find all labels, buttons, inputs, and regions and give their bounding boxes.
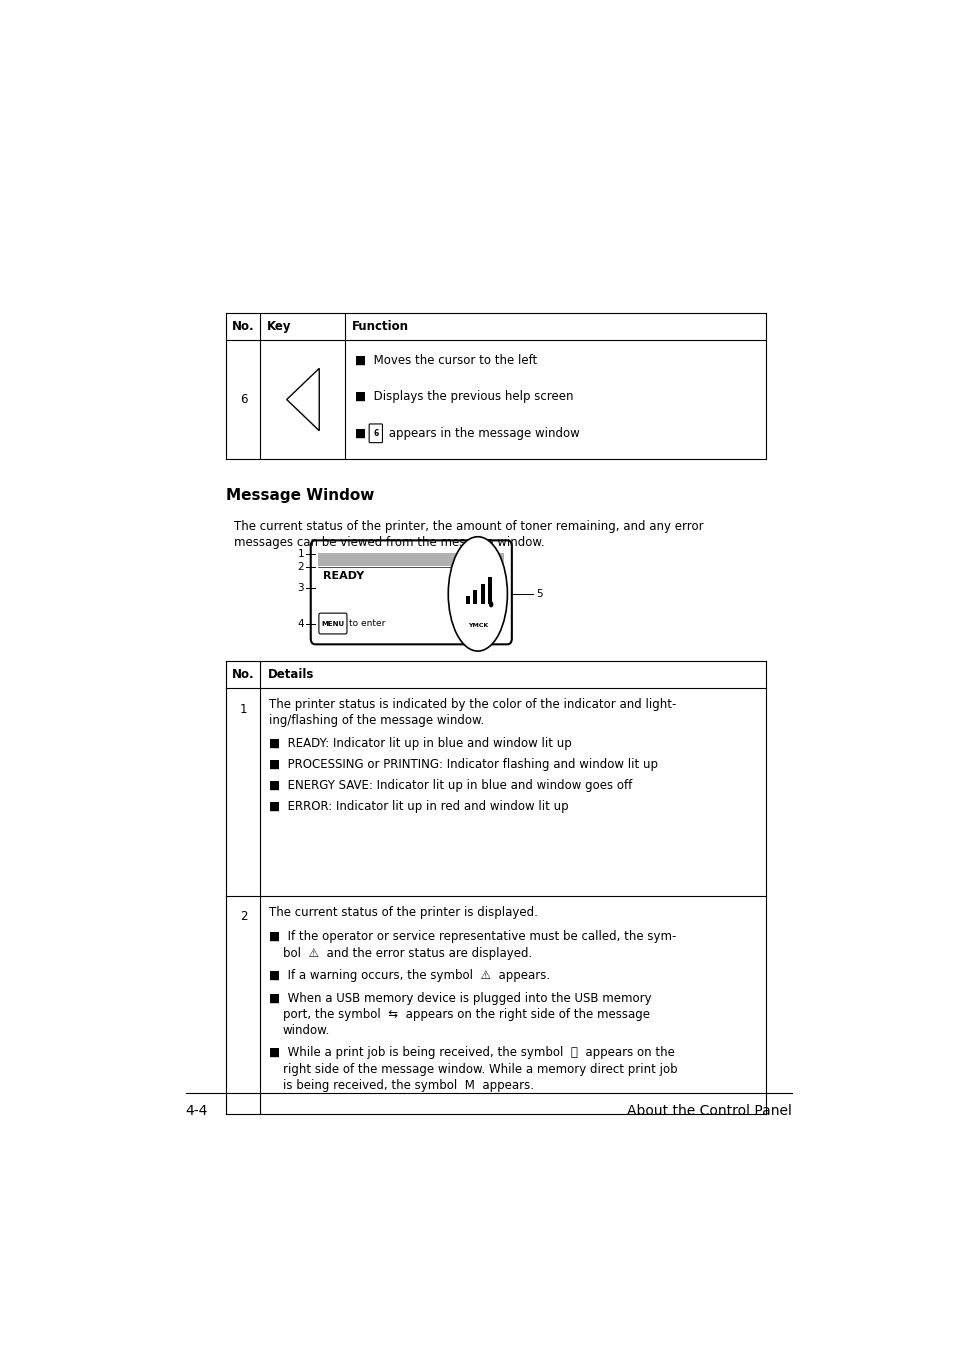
Text: port, the symbol  ⇆  appears on the right side of the message: port, the symbol ⇆ appears on the right … [282,1008,649,1021]
Text: The current status of the printer, the amount of toner remaining, and any error: The current status of the printer, the a… [233,520,702,533]
Text: 1: 1 [239,702,247,716]
Bar [480,583,484,605]
Text: ■  ERROR: Indicator lit up in red and window lit up: ■ ERROR: Indicator lit up in red and win… [269,801,568,813]
Text: ■  ENERGY SAVE: Indicator lit up in blue and window goes off: ■ ENERGY SAVE: Indicator lit up in blue … [269,779,632,792]
Text: About the Control Panel: About the Control Panel [626,1104,791,1118]
Text: ■  Moves the cursor to the left: ■ Moves the cursor to the left [355,354,537,367]
Text: right side of the message window. While a memory direct print job: right side of the message window. While … [282,1062,677,1076]
Text: Function: Function [351,320,408,332]
Bar [465,595,470,605]
Text: ■  If a warning occurs, the symbol  ⚠  appears.: ■ If a warning occurs, the symbol ⚠ appe… [269,969,550,981]
Text: ■  PROCESSING or PRINTING: Indicator flashing and window lit up: ■ PROCESSING or PRINTING: Indicator flas… [269,757,658,771]
Circle shape [488,601,493,608]
Text: window.: window. [282,1023,330,1037]
Text: No.: No. [232,320,254,332]
Bar [317,554,504,567]
Text: YMCK: YMCK [467,622,487,628]
Text: 6: 6 [239,393,247,406]
Text: Details: Details [268,668,314,680]
Text: ■  READY: Indicator lit up in blue and window lit up: ■ READY: Indicator lit up in blue and wi… [269,737,572,751]
FancyBboxPatch shape [369,424,382,443]
Text: 1: 1 [297,549,304,559]
Text: 3: 3 [297,583,304,593]
Text: is being received, the symbol  Μ  appears.: is being received, the symbol Μ appears. [282,1079,533,1092]
FancyBboxPatch shape [318,613,347,634]
Text: 2: 2 [297,563,304,572]
Text: The current status of the printer is displayed.: The current status of the printer is dis… [269,906,537,919]
Text: appears in the message window: appears in the message window [385,427,579,440]
Text: The printer status is indicated by the color of the indicator and light-: The printer status is indicated by the c… [269,698,676,711]
Ellipse shape [448,537,507,651]
Text: No.: No. [232,668,254,680]
Bar [473,590,476,605]
Text: ■  Displays the previous help screen: ■ Displays the previous help screen [355,390,573,404]
Text: ■  When a USB memory device is plugged into the USB memory: ■ When a USB memory device is plugged in… [269,992,651,1004]
Text: Key: Key [266,320,291,332]
Text: ■: ■ [355,427,374,440]
Text: ■  If the operator or service representative must be called, the sym-: ■ If the operator or service representat… [269,930,676,944]
FancyBboxPatch shape [311,540,512,644]
Text: 2: 2 [239,910,247,923]
Text: 6: 6 [373,429,378,437]
Text: READY: READY [322,571,363,580]
Bar [488,578,492,605]
Text: bol  ⚠  and the error status are displayed.: bol ⚠ and the error status are displayed… [282,946,532,960]
Text: messages can be viewed from the message window.: messages can be viewed from the message … [233,536,544,549]
Text: Message Window: Message Window [226,489,375,504]
Text: 5: 5 [536,589,542,599]
Text: MENU: MENU [321,621,344,626]
Text: ■  While a print job is being received, the symbol  ⎗  appears on the: ■ While a print job is being received, t… [269,1046,675,1060]
Text: 4: 4 [297,618,304,629]
Text: ing/flashing of the message window.: ing/flashing of the message window. [269,714,484,728]
Text: to enter: to enter [349,620,385,628]
Text: 4-4: 4-4 [186,1104,208,1118]
